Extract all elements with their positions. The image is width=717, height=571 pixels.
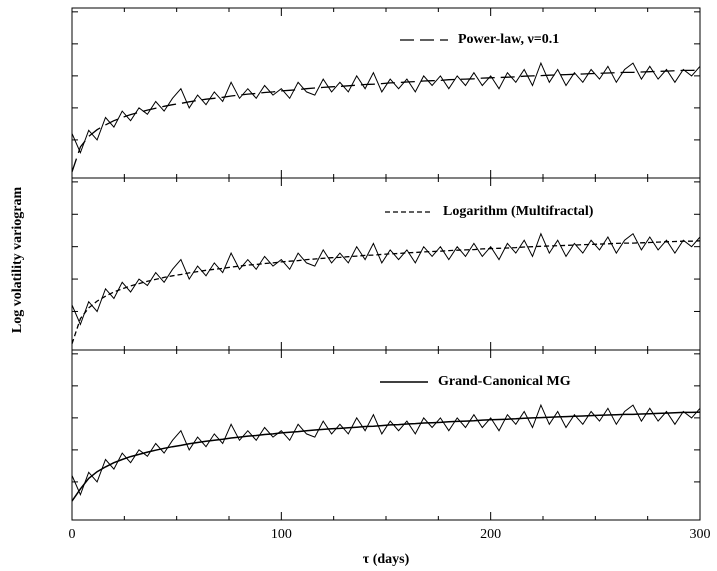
y-axis-label: Log volatility variogram <box>10 187 25 334</box>
data-line <box>71 403 701 497</box>
data-line <box>71 232 701 326</box>
x-axis-label: τ (days) <box>363 552 410 567</box>
fit-line <box>71 411 701 502</box>
fit-line <box>71 240 701 345</box>
legend-label: Logarithm (Multifractal) <box>443 204 594 219</box>
data-line <box>71 61 701 155</box>
x-tick-label: 300 <box>690 527 711 542</box>
plot-frame <box>71 177 701 351</box>
x-tick-label: 0 <box>69 527 76 542</box>
fit-line <box>71 69 701 173</box>
x-tick-label: 200 <box>480 527 501 542</box>
legend-label: Grand-Canonical MG <box>438 374 571 389</box>
legend-label: Power-law, ν=0.1 <box>458 32 559 47</box>
x-tick-label: 100 <box>271 527 292 542</box>
plot-frame <box>71 7 701 179</box>
plot-frame <box>71 349 701 521</box>
